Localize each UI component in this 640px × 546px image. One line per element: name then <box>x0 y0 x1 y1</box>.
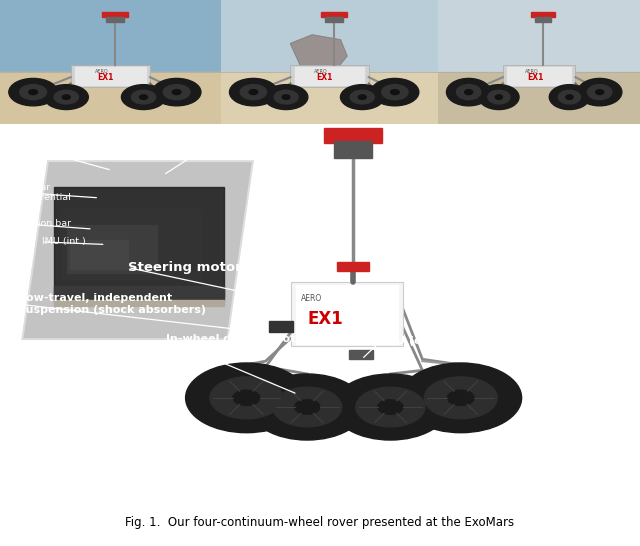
Polygon shape <box>291 35 347 72</box>
Circle shape <box>172 90 181 94</box>
Circle shape <box>233 390 260 406</box>
Circle shape <box>274 90 298 104</box>
Bar <box>102 12 128 17</box>
Bar <box>70 65 150 87</box>
Circle shape <box>250 374 365 440</box>
Bar <box>221 72 438 124</box>
Circle shape <box>588 85 612 100</box>
Bar <box>507 67 572 85</box>
Bar <box>324 128 381 143</box>
Bar <box>295 67 364 85</box>
Bar <box>349 350 373 359</box>
Circle shape <box>294 400 320 414</box>
Circle shape <box>273 387 342 427</box>
Circle shape <box>140 95 147 99</box>
Circle shape <box>152 79 201 106</box>
Circle shape <box>495 95 502 99</box>
Circle shape <box>9 79 58 106</box>
Bar <box>535 17 551 22</box>
Text: Steering motor: Steering motor <box>128 261 242 274</box>
Circle shape <box>549 85 589 110</box>
Circle shape <box>350 90 374 104</box>
Circle shape <box>447 390 474 406</box>
Bar <box>291 65 369 87</box>
Text: EX1: EX1 <box>317 73 333 82</box>
Text: In-wheel driving motor: In-wheel driving motor <box>166 334 309 344</box>
Circle shape <box>131 90 156 104</box>
Circle shape <box>596 90 604 94</box>
Circle shape <box>456 85 481 100</box>
Bar <box>54 187 224 297</box>
Text: Fig. 1.  Our four-continuum-wheel rover presented at the ExoMars: Fig. 1. Our four-continuum-wheel rover p… <box>125 516 515 529</box>
Circle shape <box>378 400 403 414</box>
Polygon shape <box>22 161 253 339</box>
Text: In-wheel
Force/Torque
sensor: In-wheel Force/Torque sensor <box>552 257 634 290</box>
Bar <box>325 17 342 22</box>
Circle shape <box>381 85 408 100</box>
Text: Electronic stack: Electronic stack <box>167 144 243 153</box>
Text: EX1: EX1 <box>97 73 113 82</box>
Bar <box>106 17 124 22</box>
Circle shape <box>558 90 580 104</box>
Bar <box>67 225 157 273</box>
Circle shape <box>333 374 448 440</box>
Circle shape <box>390 90 399 94</box>
Circle shape <box>29 90 38 94</box>
Bar <box>54 286 224 301</box>
Text: Low-travel, independent
suspension (shock absorbers): Low-travel, independent suspension (shoc… <box>19 293 206 315</box>
Text: Main body frame: Main body frame <box>19 140 100 149</box>
Text: IMU (int.): IMU (int.) <box>42 238 85 246</box>
Circle shape <box>62 95 70 99</box>
Circle shape <box>20 85 47 100</box>
Text: High-travel,
dependent
suspension
(rocker): High-travel, dependent suspension (rocke… <box>559 195 634 240</box>
Circle shape <box>340 85 384 110</box>
Circle shape <box>210 377 283 419</box>
Text: EX1: EX1 <box>527 73 543 82</box>
Circle shape <box>282 95 290 99</box>
Text: AERO: AERO <box>95 69 109 74</box>
Text: AERO: AERO <box>314 69 328 74</box>
Bar <box>531 12 556 17</box>
Bar <box>333 141 372 157</box>
Circle shape <box>566 95 573 99</box>
Bar <box>296 285 398 343</box>
Circle shape <box>371 79 419 106</box>
Circle shape <box>488 90 510 104</box>
Circle shape <box>447 79 491 106</box>
Bar <box>503 65 575 87</box>
Circle shape <box>577 79 622 106</box>
Text: AERO: AERO <box>301 294 322 302</box>
Bar <box>321 12 347 17</box>
Circle shape <box>44 85 88 110</box>
Circle shape <box>424 377 497 419</box>
Bar <box>269 321 293 332</box>
Circle shape <box>54 90 78 104</box>
Text: Navigation Mast
(RGB camera, LiDAR,
PTUs, top/bottom lighting): Navigation Mast (RGB camera, LiDAR, PTUs… <box>467 145 634 178</box>
Circle shape <box>356 387 425 427</box>
Bar <box>0 72 221 124</box>
Text: EX1: EX1 <box>307 311 343 329</box>
Bar <box>70 240 128 269</box>
Circle shape <box>264 85 308 110</box>
Text: AERO: AERO <box>525 69 539 74</box>
Circle shape <box>163 85 190 100</box>
Circle shape <box>230 79 277 106</box>
Bar <box>337 262 369 271</box>
Bar <box>438 72 640 124</box>
Bar <box>75 67 146 85</box>
Circle shape <box>186 363 307 432</box>
Bar <box>54 300 224 306</box>
Circle shape <box>240 85 267 100</box>
Circle shape <box>400 363 522 432</box>
Circle shape <box>249 90 258 94</box>
Circle shape <box>479 85 519 110</box>
Text: Torsion bar: Torsion bar <box>19 219 71 228</box>
Text: IMU (ext.): IMU (ext.) <box>381 336 443 346</box>
Bar <box>291 282 403 347</box>
Bar <box>61 209 202 278</box>
Circle shape <box>122 85 166 110</box>
Text: 3-gear
differential: 3-gear differential <box>19 183 71 202</box>
Circle shape <box>465 90 472 94</box>
Circle shape <box>358 95 366 99</box>
